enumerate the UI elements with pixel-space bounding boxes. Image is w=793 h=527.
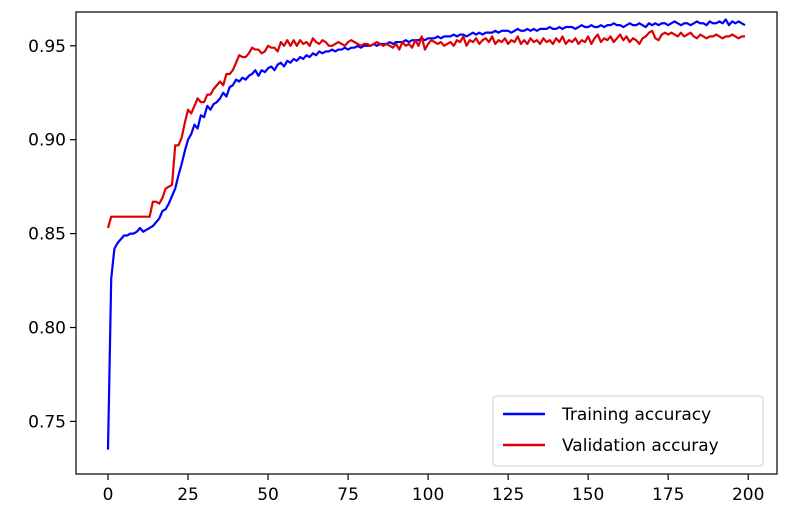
y-tick-label: 0.75 [28,412,66,432]
x-tick-label: 175 [652,485,684,505]
y-tick-label: 0.90 [28,131,66,151]
legend-label-training: Training accuracy [561,405,711,425]
y-tick-label: 0.95 [28,37,66,57]
y-tick-label: 0.85 [28,225,66,245]
legend: Training accuracy Validation accuray [493,396,763,466]
x-tick-label: 50 [257,485,279,505]
x-tick-label: 25 [177,485,199,505]
x-tick-label: 200 [732,485,764,505]
x-tick-label: 150 [572,485,604,505]
y-tick-label: 0.80 [28,319,66,339]
legend-label-validation: Validation accuray [562,436,719,456]
x-tick-label: 75 [337,485,359,505]
x-tick-label: 125 [492,485,524,505]
x-tick-label: 100 [412,485,444,505]
x-tick-label: 0 [103,485,114,505]
